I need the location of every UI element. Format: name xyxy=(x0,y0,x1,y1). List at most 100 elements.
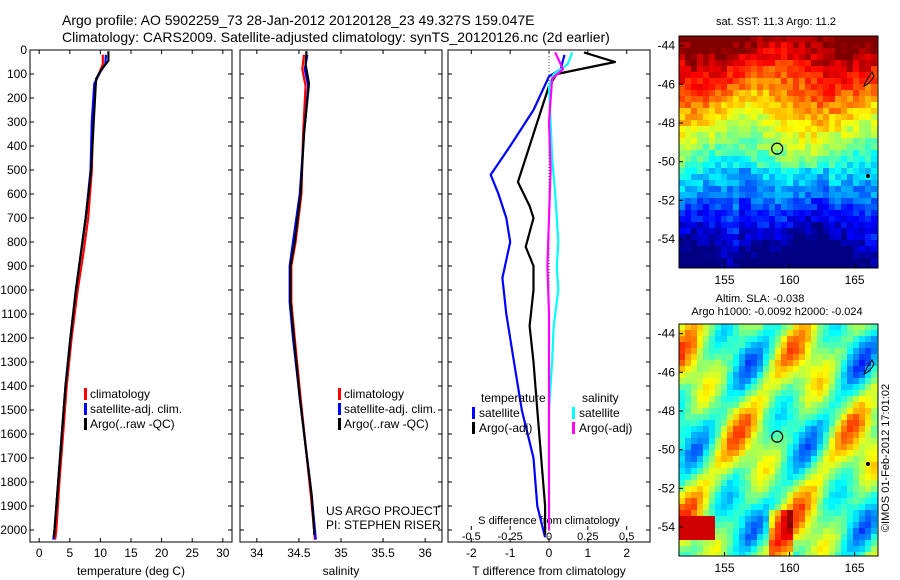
map-cell xyxy=(769,534,776,541)
map-cell xyxy=(733,108,740,115)
depth-tick-label: 500 xyxy=(7,163,27,177)
map-cell xyxy=(817,234,824,241)
map-cell xyxy=(835,48,842,55)
sst_map-field xyxy=(679,36,878,268)
map-cell xyxy=(817,144,824,151)
map-cell xyxy=(769,504,776,511)
map-cell xyxy=(691,42,698,49)
map-cell xyxy=(769,42,776,49)
map-cell xyxy=(775,132,782,139)
map-cell xyxy=(835,264,842,268)
map-cell xyxy=(781,402,788,409)
map-cell xyxy=(817,102,824,109)
map-cell xyxy=(709,354,716,361)
map-cell xyxy=(865,66,872,73)
map-cell xyxy=(727,192,734,199)
map-cell xyxy=(781,90,788,97)
map-cell xyxy=(703,114,710,121)
map-cell xyxy=(691,114,698,121)
map-cell xyxy=(799,210,806,217)
map-cell xyxy=(697,492,704,499)
map-cell xyxy=(835,498,842,505)
map-cell xyxy=(781,78,788,85)
map-cell xyxy=(721,204,728,211)
map-cell xyxy=(703,144,710,151)
map-cell xyxy=(799,36,806,43)
map-cell xyxy=(775,348,782,355)
difference-xtick-label: -2 xyxy=(466,546,477,560)
map-cell xyxy=(745,360,752,367)
map-cell xyxy=(751,396,758,403)
map-cell xyxy=(781,54,788,61)
map-cell xyxy=(757,132,764,139)
map-cell xyxy=(871,402,878,409)
map-cell xyxy=(757,48,764,55)
map-cell xyxy=(697,486,704,493)
map-cell xyxy=(835,186,842,193)
map-cell xyxy=(793,228,800,235)
map-cell xyxy=(865,138,872,145)
map-cell xyxy=(721,258,728,265)
map-cell xyxy=(775,78,782,85)
map-cell xyxy=(715,396,722,403)
map-cell xyxy=(865,504,872,511)
map-cell xyxy=(871,186,878,193)
map-cell xyxy=(805,198,812,205)
map-cell xyxy=(871,102,878,109)
map-cell xyxy=(853,438,860,445)
map-cell xyxy=(721,156,728,163)
map-cell xyxy=(715,174,722,181)
map-cell xyxy=(859,450,866,457)
map-cell xyxy=(763,414,770,421)
map-cell xyxy=(859,264,866,268)
map-cell xyxy=(847,444,854,451)
map-cell xyxy=(817,486,824,493)
map-cell xyxy=(787,408,794,415)
map-cell xyxy=(751,150,758,157)
map-cell xyxy=(787,330,794,337)
map-cell xyxy=(769,240,776,247)
map-cell xyxy=(841,534,848,541)
map-cell xyxy=(829,150,836,157)
map-cell xyxy=(817,90,824,97)
map-cell xyxy=(733,402,740,409)
map-cell xyxy=(769,552,776,556)
map-cell xyxy=(823,240,830,247)
map-cell xyxy=(781,372,788,379)
map-cell xyxy=(745,246,752,253)
map-cell xyxy=(715,468,722,475)
map-cell xyxy=(787,360,794,367)
map-cell xyxy=(679,462,686,469)
map-cell xyxy=(757,90,764,97)
map-cell xyxy=(697,432,704,439)
map-cell xyxy=(703,156,710,163)
map-cell xyxy=(679,162,686,169)
map-cell xyxy=(829,138,836,145)
map-cell xyxy=(721,408,728,415)
map-cell xyxy=(871,120,878,127)
map-cell xyxy=(739,222,746,229)
map-cell xyxy=(745,534,752,541)
map-cell xyxy=(781,102,788,109)
map-cell xyxy=(679,426,686,433)
map-cell xyxy=(757,342,764,349)
map-cell xyxy=(757,450,764,457)
map-cell xyxy=(697,240,704,247)
map-cell xyxy=(829,438,836,445)
map-cell xyxy=(835,210,842,217)
map-cell xyxy=(745,528,752,535)
map-cell xyxy=(811,48,818,55)
map-cell xyxy=(829,444,836,451)
map-cell xyxy=(685,432,692,439)
map-cell xyxy=(739,96,746,103)
map-cell xyxy=(751,132,758,139)
map-cell xyxy=(775,540,782,547)
map-cell xyxy=(811,408,818,415)
map-cell xyxy=(709,210,716,217)
map-cell xyxy=(835,336,842,343)
map-cell xyxy=(769,234,776,241)
map-cell xyxy=(847,342,854,349)
map-cell xyxy=(775,192,782,199)
map-cell xyxy=(703,474,710,481)
map-cell xyxy=(817,444,824,451)
